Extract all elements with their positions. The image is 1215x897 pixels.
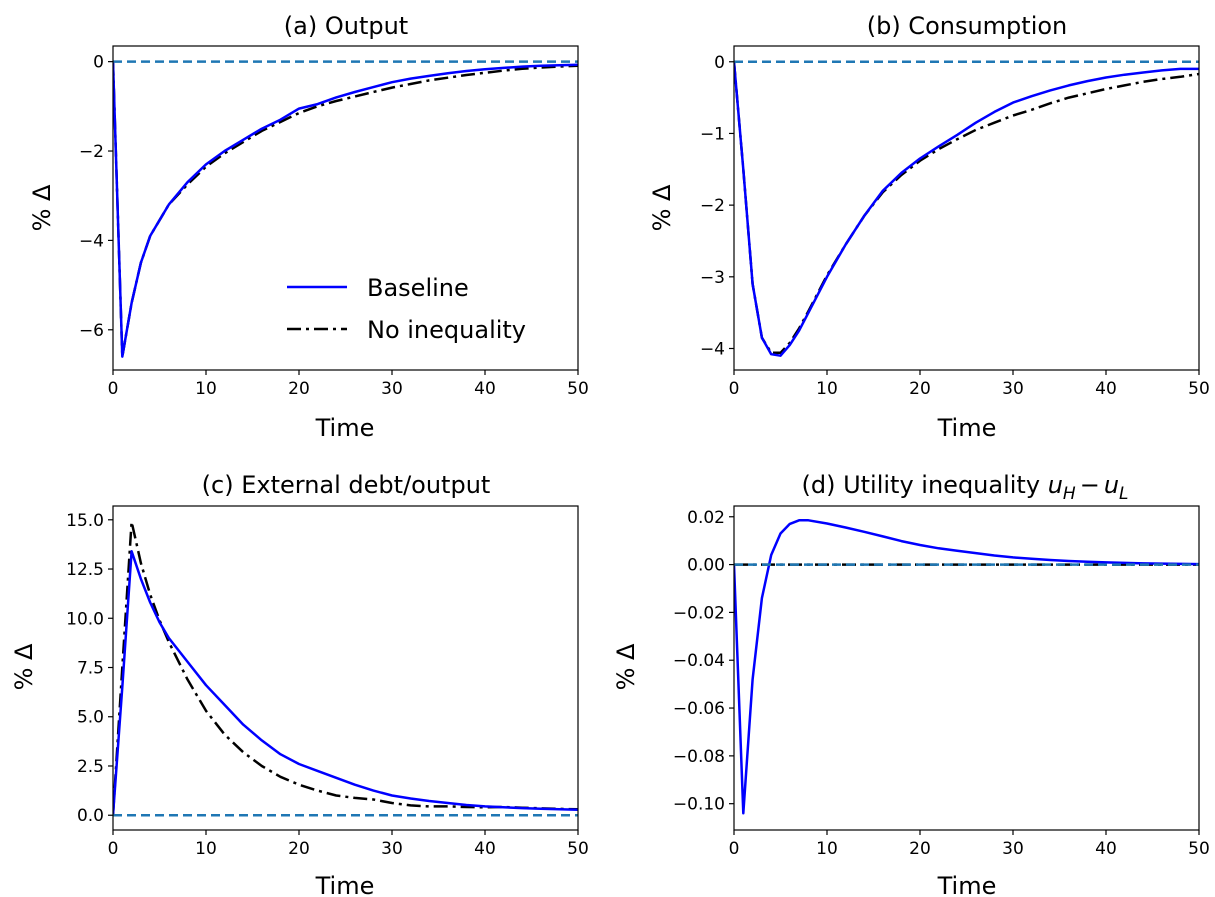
axes-frame — [112, 45, 579, 371]
panel-c-external-debt: (c) External debt/output 0 10 20 30 40 50 0.0 2… — [10, 471, 589, 897]
x-tick-label: 0 — [108, 379, 119, 399]
panel-c-title: (c) External debt/output — [202, 471, 491, 499]
x-tick-label: 50 — [567, 839, 589, 859]
y-tick-label: −0.04 — [673, 651, 725, 671]
y-tick-label: 10.0 — [66, 609, 104, 629]
series-baseline-line — [113, 550, 578, 816]
x-tick-label: 40 — [1095, 379, 1117, 399]
axes-frame — [733, 505, 1200, 831]
panel-c-ylabel: % Δ — [10, 643, 38, 690]
panel-d-title: (d) Utility inequality uH − uL — [801, 471, 1128, 504]
x-tick-label: 10 — [816, 839, 838, 859]
y-tick-label: 0 — [714, 53, 725, 73]
y-tick-label: −4 — [700, 339, 725, 359]
y-tick-label: 5.0 — [77, 708, 104, 728]
panel-c-xlabel: Time — [315, 872, 375, 897]
panel-a-output: (a) Output 0 10 20 30 40 50 0 −2 −4 −6 Time % Δ B… — [28, 12, 589, 442]
x-tick-label: 0 — [729, 379, 740, 399]
series-no-inequality-line — [113, 61, 578, 358]
panel-a-plot: 0 10 20 30 40 50 0 −2 −4 −6 — [79, 45, 589, 399]
panel-a-xlabel: Time — [315, 414, 375, 442]
series-no-inequality-line — [113, 520, 578, 816]
y-tick-label: −2 — [79, 142, 104, 162]
y-tick-label: −0.10 — [673, 795, 725, 815]
panel-d-title-sub2: L — [1119, 484, 1128, 504]
x-tick-label: 10 — [195, 839, 217, 859]
x-tick-label: 30 — [1002, 839, 1024, 859]
panel-d-ylabel: % Δ — [612, 643, 640, 690]
y-tick-label: 0.00 — [687, 556, 725, 576]
panel-b-plot: 0 10 20 30 40 50 0 −1 −2 −3 −4 — [700, 45, 1210, 399]
x-tick-label: 30 — [381, 839, 403, 859]
x-tick-label: 10 — [195, 379, 217, 399]
x-tick-label: 20 — [909, 839, 931, 859]
panel-d-plot: 0 10 20 30 40 50 0.02 0.00 −0.02 −0.04 −0.06 −0.08 −… — [673, 505, 1210, 859]
y-tick-label: −4 — [79, 231, 104, 251]
y-tick-label: −3 — [700, 268, 725, 288]
panel-b-title: (b) Consumption — [867, 12, 1068, 40]
x-tick-label: 20 — [909, 379, 931, 399]
panel-d-title-sub1: H — [1063, 484, 1076, 504]
panel-a-title: (a) Output — [284, 12, 408, 40]
panel-a-ylabel: % Δ — [28, 184, 56, 231]
legend-no-inequality-label: No inequality — [367, 316, 526, 344]
panel-b-ylabel: % Δ — [648, 184, 676, 231]
series-baseline-line — [734, 519, 1199, 815]
x-tick-label: 40 — [1095, 839, 1117, 859]
panel-d-title-u1: u — [1048, 471, 1063, 499]
x-tick-label: 50 — [567, 379, 589, 399]
series-group — [113, 60, 578, 358]
panel-b-consumption: (b) Consumption 0 10 20 30 40 50 0 −1 −2 −3 −4 Tim… — [648, 12, 1210, 442]
y-tick-label: 0.02 — [687, 508, 725, 528]
y-tick-label: 2.5 — [77, 757, 104, 777]
x-tick-label: 20 — [288, 839, 310, 859]
x-tick-label: 10 — [816, 379, 838, 399]
panel-c-plot: 0 10 20 30 40 50 0.0 2.5 5.0 7.5 10.0 12.5 15.0 — [66, 505, 589, 859]
panel-d-utility-inequality: (d) Utility inequality uH − uL 0 10 20 30 40 50… — [612, 471, 1210, 897]
x-tick-label: 20 — [288, 379, 310, 399]
x-tick-label: 30 — [1002, 379, 1024, 399]
y-tick-label: 0 — [93, 53, 104, 73]
x-tick-label: 40 — [474, 839, 496, 859]
y-tick-label: 0.0 — [77, 806, 104, 826]
x-tick-label: 0 — [729, 839, 740, 859]
series-group — [734, 519, 1199, 815]
y-tick-label: 12.5 — [66, 560, 104, 580]
series-group — [113, 520, 578, 817]
x-tick-label: 50 — [1188, 839, 1210, 859]
y-tick-label: −0.08 — [673, 747, 725, 767]
y-tick-label: −6 — [79, 321, 104, 341]
axes-frame — [733, 45, 1200, 371]
y-tick-label: 7.5 — [77, 659, 104, 679]
series-no-inequality-line — [734, 61, 1199, 355]
panel-d-title-text: (d) Utility inequality — [801, 471, 1040, 499]
panel-d-xlabel: Time — [937, 872, 997, 897]
y-tick-label: 15.0 — [66, 511, 104, 531]
y-tick-label: −1 — [700, 124, 725, 144]
panel-d-title-u2: u — [1104, 471, 1119, 499]
x-tick-label: 30 — [381, 379, 403, 399]
x-tick-label: 50 — [1188, 379, 1210, 399]
y-tick-label: −0.02 — [673, 603, 725, 623]
panel-b-xlabel: Time — [937, 414, 997, 442]
x-tick-label: 40 — [474, 379, 496, 399]
x-tick-label: 0 — [108, 839, 119, 859]
y-tick-label: −0.06 — [673, 699, 725, 719]
series-baseline-line — [113, 61, 578, 358]
legend-baseline-label: Baseline — [367, 274, 469, 302]
series-group — [734, 60, 1199, 357]
series-baseline-line — [734, 61, 1199, 357]
legend: Baseline No inequality — [287, 274, 526, 344]
y-tick-label: −2 — [700, 196, 725, 216]
panel-d-title-minus: − — [1080, 471, 1100, 499]
